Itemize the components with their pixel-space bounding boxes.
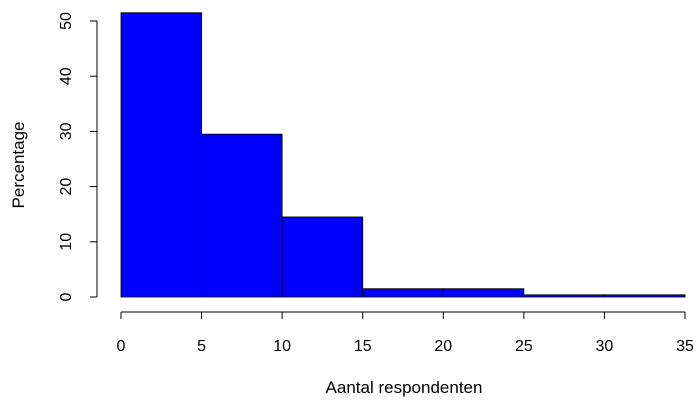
x-axis: 0 5 10 15 20 25 30 35 bbox=[117, 311, 694, 355]
histogram-bar-1 bbox=[201, 133, 283, 298]
x-tick-label: 5 bbox=[197, 338, 206, 355]
x-tick-label: 20 bbox=[434, 338, 452, 355]
x-tick-label: 10 bbox=[273, 338, 291, 355]
y-axis: 0 10 20 30 40 50 bbox=[58, 12, 98, 301]
x-tick-label: 25 bbox=[515, 338, 533, 355]
y-tick-label: 40 bbox=[58, 67, 75, 85]
y-axis-title: Percentage bbox=[9, 122, 28, 209]
y-tick-label: 0 bbox=[58, 292, 75, 301]
x-tick-label: 0 bbox=[117, 338, 126, 355]
histogram-bar-2 bbox=[281, 216, 364, 298]
y-tick-label: 30 bbox=[58, 122, 75, 140]
y-tick-label: 10 bbox=[58, 233, 75, 251]
y-tick-label: 50 bbox=[58, 12, 75, 30]
histogram-bar-3 bbox=[362, 288, 444, 298]
x-tick-label: 15 bbox=[354, 338, 372, 355]
histogram-bar-6 bbox=[604, 294, 686, 298]
bars-group bbox=[120, 12, 686, 298]
x-axis-title: Aantal respondenten bbox=[326, 378, 483, 397]
y-tick-label: 20 bbox=[58, 178, 75, 196]
histogram-bar-4 bbox=[442, 288, 525, 298]
x-tick-label: 30 bbox=[596, 338, 614, 355]
histogram-bar-5 bbox=[523, 294, 605, 298]
histogram-bar-0 bbox=[120, 12, 202, 298]
x-tick-label: 35 bbox=[676, 338, 694, 355]
